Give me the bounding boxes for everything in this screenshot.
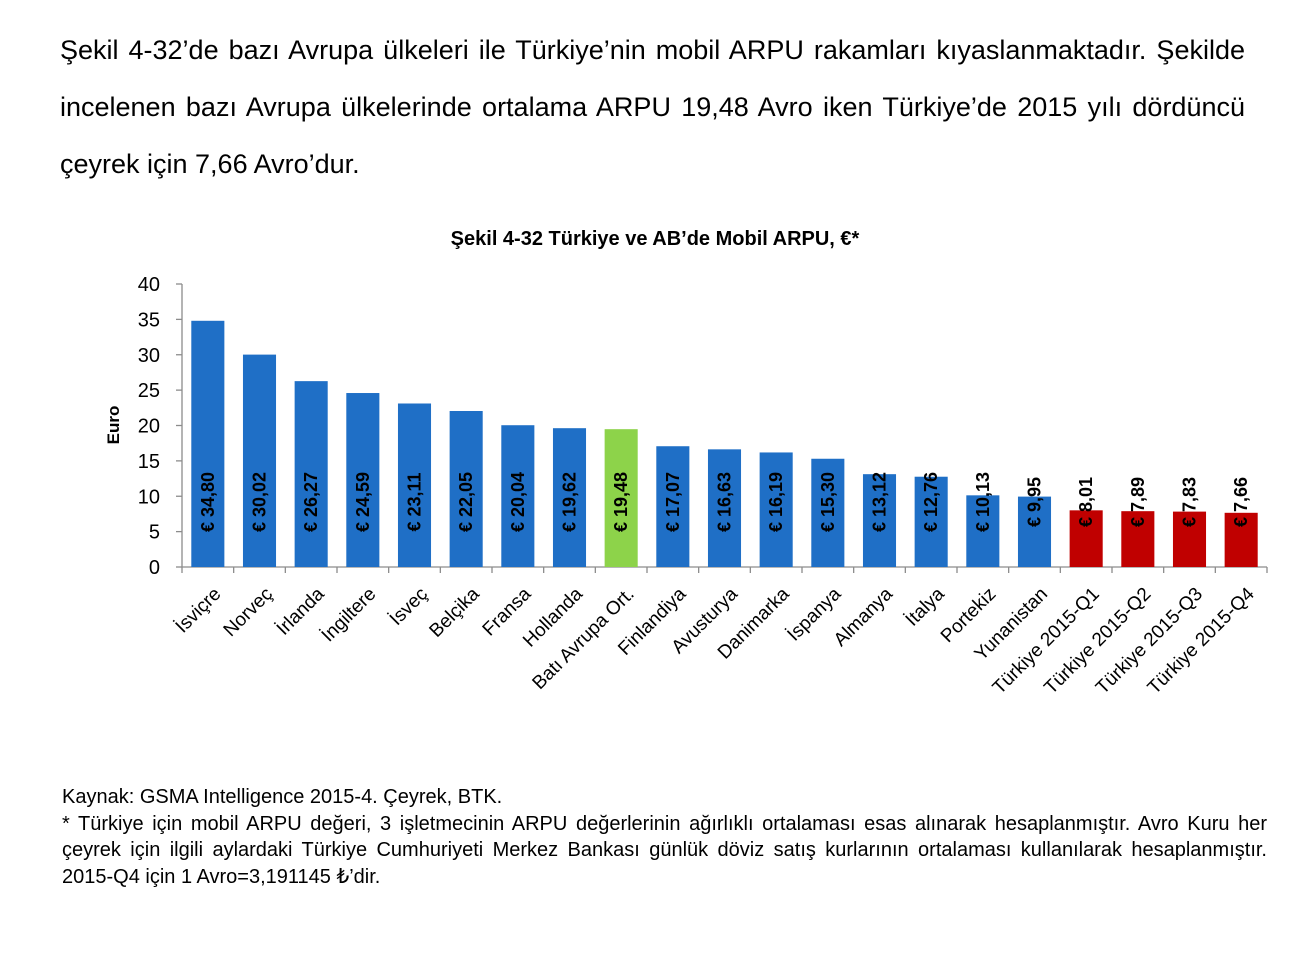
bar: [191, 320, 225, 567]
source-note: Kaynak: GSMA Intelligence 2015-4. Çeyrek…: [62, 786, 503, 808]
x-axis: [181, 566, 1268, 573]
bar-value-label: € 23,11: [405, 472, 425, 531]
chart-title: Şekil 4-32 Türkiye ve AB’de Mobil ARPU, …: [451, 228, 860, 250]
bar: [759, 452, 793, 567]
bar-value-label: € 9,95: [1025, 477, 1045, 527]
bar: [811, 458, 845, 567]
y-tick-label: 35: [138, 309, 160, 331]
bar-value-label: € 16,19: [766, 472, 786, 532]
intro-paragraph: Şekil 4-32’de bazı Avrupa ülkeleri ile T…: [60, 35, 1245, 179]
bar: [552, 428, 587, 567]
bar: [966, 495, 1000, 567]
y-tick-label: 5: [149, 522, 160, 544]
bar-value-label: € 7,89: [1128, 477, 1148, 527]
bar: [656, 446, 690, 567]
y-tick-label: 15: [138, 451, 160, 473]
notes: Kaynak: GSMA Intelligence 2015-4. Çeyrek…: [62, 784, 1267, 890]
bar-value-label: € 13,12: [870, 472, 890, 532]
bar: [1017, 496, 1052, 567]
bar: [1172, 511, 1207, 567]
category-label: İsviçre: [172, 584, 226, 638]
category-label: İngiltere: [318, 584, 381, 647]
bar-value-label: € 7,83: [1180, 477, 1200, 527]
bar: [1224, 512, 1258, 567]
bar-value-label: € 26,27: [301, 472, 321, 532]
footnote: * Türkiye için mobil ARPU değeri, 3 işle…: [62, 812, 1267, 888]
bar-value-label: € 17,07: [663, 472, 683, 532]
bar-value-label: € 20,04: [508, 472, 528, 532]
y-tick-label: 30: [138, 345, 160, 367]
bar: [346, 393, 380, 567]
y-tick-label: 25: [138, 380, 160, 402]
y-tick-label: 20: [138, 416, 160, 438]
y-axis-label: Euro: [104, 406, 123, 445]
y-tick-label: 0: [149, 557, 160, 579]
arpu-bar-chart: Şekil 4-32 Türkiye ve AB’de Mobil ARPU, …: [104, 228, 1268, 699]
bar: [1069, 510, 1103, 567]
bar-value-label: € 19,48: [611, 472, 631, 532]
bar-value-label: € 8,01: [1076, 477, 1096, 527]
bar: [501, 425, 535, 567]
bar-value-label: € 10,13: [973, 472, 993, 532]
bar: [604, 429, 638, 567]
bar-value-label: € 34,80: [198, 472, 218, 532]
y-tick-label: 40: [138, 274, 160, 296]
y-tick-label: 10: [138, 486, 160, 508]
bar: [862, 474, 897, 567]
bar-value-label: € 22,05: [456, 472, 476, 532]
bar: [397, 403, 432, 567]
category-label: İtalya: [902, 583, 949, 630]
bar-value-label: € 19,62: [560, 472, 580, 532]
y-axis: 0 5 10 15 20 25 30 35 40: [138, 274, 183, 579]
bar: [1121, 511, 1155, 567]
bar-value-label: € 12,76: [921, 472, 941, 532]
category-label: İsveç: [386, 584, 432, 630]
bar-value-label: € 7,66: [1231, 477, 1251, 527]
bar: [449, 410, 483, 567]
bar: [914, 476, 948, 567]
bar-value-label: € 15,30: [818, 472, 838, 532]
value-labels: € 34,80 € 30,02 € 26,27 € 24,59 € 23,11 € 22,…: [198, 472, 1251, 532]
bar: [707, 449, 742, 567]
category-label: Norveç: [220, 584, 277, 641]
bar-value-label: € 30,02: [250, 472, 270, 532]
bar-value-label: € 24,59: [353, 472, 373, 532]
bars: [191, 320, 1258, 567]
bar-value-label: € 16,63: [715, 472, 735, 532]
category-label: Belçika: [426, 583, 484, 641]
bar: [242, 354, 277, 567]
bar: [294, 381, 328, 567]
